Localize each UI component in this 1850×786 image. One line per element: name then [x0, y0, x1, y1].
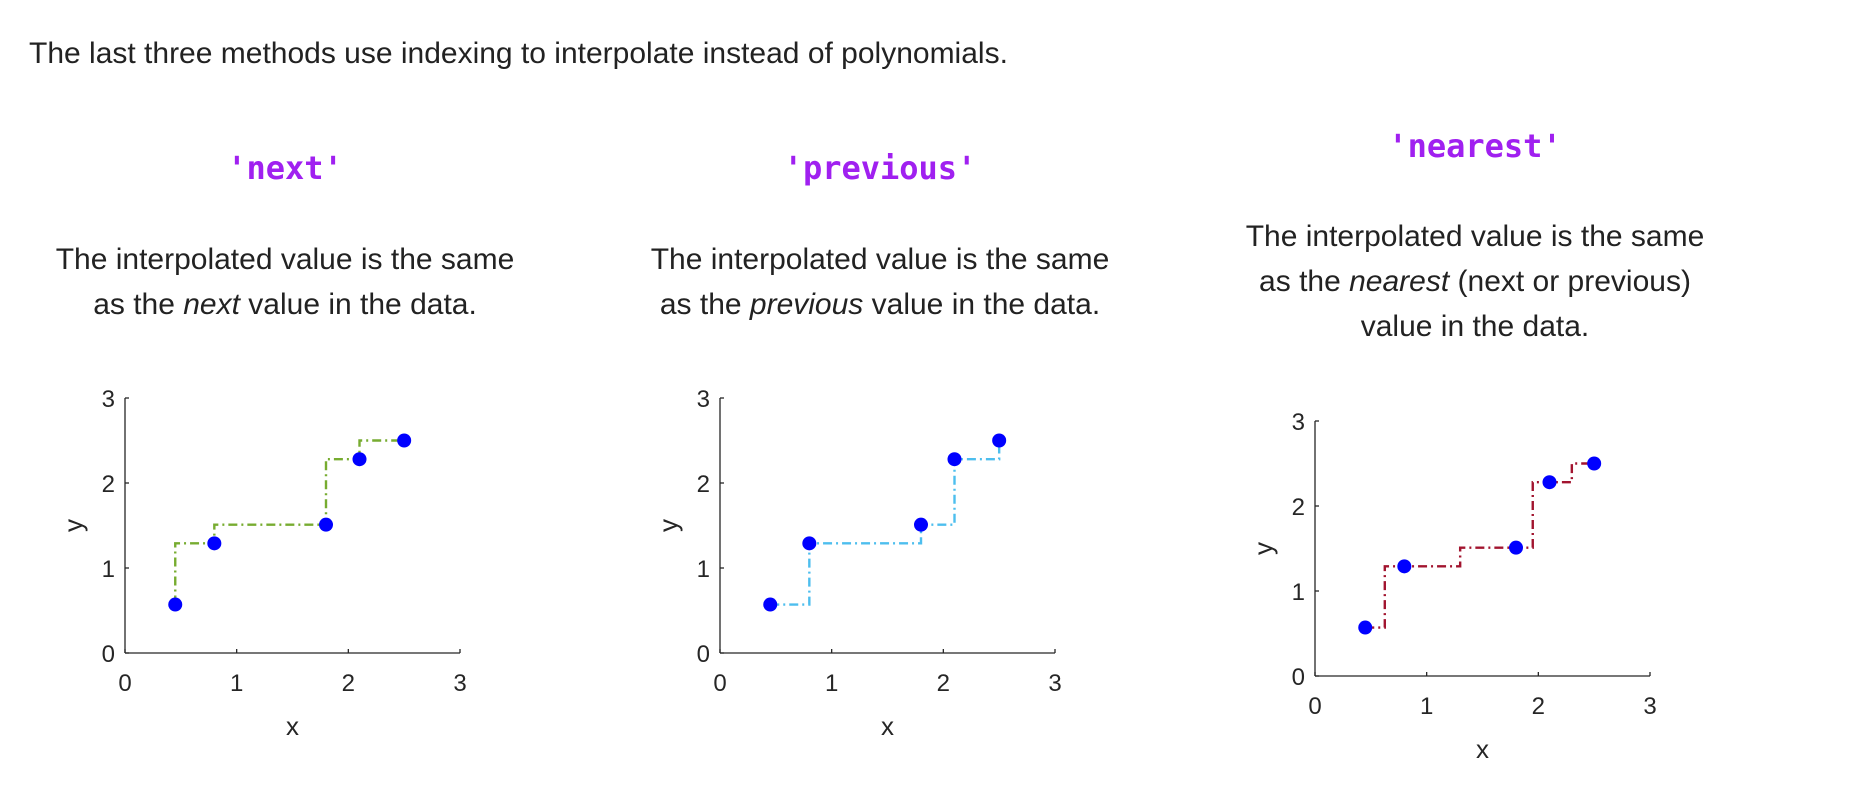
- description-line: as the nearest (next or previous): [1195, 259, 1755, 304]
- description-line: The interpolated value is the same: [55, 243, 515, 276]
- data-point: [1509, 540, 1523, 555]
- description-line: as the next value in the data.: [5, 282, 565, 327]
- y-axis-label: y: [58, 519, 88, 532]
- y-tick-label: 0: [102, 641, 115, 668]
- intro-text: The last three methods use indexing to i…: [29, 37, 1008, 70]
- x-tick-label: 2: [342, 670, 355, 697]
- description-emphasis: nearest: [1349, 265, 1450, 298]
- description-line: The interpolated value is the same: [1245, 220, 1705, 253]
- description-line: as the previous value in the data.: [600, 282, 1160, 327]
- y-tick-label: 2: [1292, 494, 1305, 521]
- x-tick-label: 2: [1532, 693, 1545, 720]
- y-tick-label: 3: [102, 386, 115, 413]
- x-axis-label: x: [881, 711, 894, 741]
- x-tick-label: 1: [1420, 693, 1433, 720]
- chart-previous: 0 1 2 3 0 1 2 3 x y: [653, 386, 1062, 741]
- description-emphasis: previous: [749, 288, 864, 321]
- x-tick-label: 3: [1643, 693, 1656, 720]
- description-text: (next or previous): [1449, 265, 1691, 298]
- y-tick-label: 3: [1292, 409, 1305, 436]
- x-tick-label: 0: [118, 670, 131, 697]
- data-point: [763, 597, 778, 612]
- x-axis-label: x: [1476, 734, 1489, 764]
- x-tick-label: 0: [713, 670, 726, 697]
- data-point: [1587, 456, 1602, 471]
- x-axis-label: x: [286, 711, 299, 741]
- y-tick-label: 1: [1292, 579, 1305, 606]
- data-point: [992, 433, 1007, 448]
- method-title-previous: 'previous': [783, 149, 977, 187]
- description-previous: The interpolated value is the same as th…: [600, 237, 1160, 327]
- method-title-next: 'next': [227, 149, 343, 187]
- description-text: value in the data.: [863, 288, 1101, 321]
- description-line: The interpolated value is the same: [650, 243, 1110, 276]
- x-tick-label: 3: [1048, 670, 1061, 697]
- y-tick-label: 1: [102, 556, 115, 583]
- description-text: value in the data.: [239, 288, 477, 321]
- y-tick-label: 1: [697, 556, 710, 583]
- data-point: [1397, 559, 1412, 574]
- x-tick-label: 1: [825, 670, 838, 697]
- data-point: [947, 452, 962, 467]
- data-point: [207, 536, 222, 551]
- description-line: value in the data.: [1360, 310, 1590, 343]
- x-tick-label: 0: [1308, 693, 1321, 720]
- description-text: as the: [93, 288, 184, 321]
- y-axis-label: y: [1248, 542, 1278, 555]
- data-point: [1542, 475, 1557, 490]
- description-emphasis: next: [183, 288, 240, 321]
- y-tick-label: 3: [697, 386, 710, 413]
- y-axis-label: y: [653, 519, 683, 532]
- method-title-nearest: 'nearest': [1388, 127, 1562, 165]
- data-point: [168, 597, 183, 612]
- data-point: [319, 517, 333, 532]
- y-tick-label: 2: [102, 471, 115, 498]
- chart-next: 0 1 2 3 0 1 2 3 x y: [58, 386, 467, 741]
- y-tick-label: 2: [697, 471, 710, 498]
- y-tick-label: 0: [697, 641, 710, 668]
- data-point: [397, 433, 412, 448]
- data-point: [914, 517, 928, 532]
- x-tick-label: 1: [230, 670, 243, 697]
- description-text: as the: [659, 288, 750, 321]
- y-tick-label: 0: [1292, 664, 1305, 691]
- x-tick-label: 2: [937, 670, 950, 697]
- description-text: as the: [1259, 265, 1350, 298]
- chart-nearest: 0 1 2 3 0 1 2 3 x y: [1248, 409, 1657, 764]
- interpolation-line-nearest: [1365, 462, 1595, 629]
- data-point: [1358, 620, 1373, 635]
- x-tick-label: 3: [453, 670, 466, 697]
- data-point: [352, 452, 367, 467]
- description-next: The interpolated value is the same as th…: [5, 237, 565, 327]
- data-point: [802, 536, 817, 551]
- interpolation-line-previous: [770, 440, 1001, 606]
- description-nearest: The interpolated value is the same as th…: [1195, 214, 1755, 349]
- interpolation-line-next: [174, 439, 405, 605]
